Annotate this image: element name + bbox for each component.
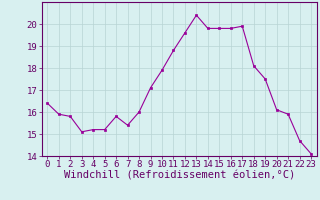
- X-axis label: Windchill (Refroidissement éolien,°C): Windchill (Refroidissement éolien,°C): [64, 171, 295, 181]
